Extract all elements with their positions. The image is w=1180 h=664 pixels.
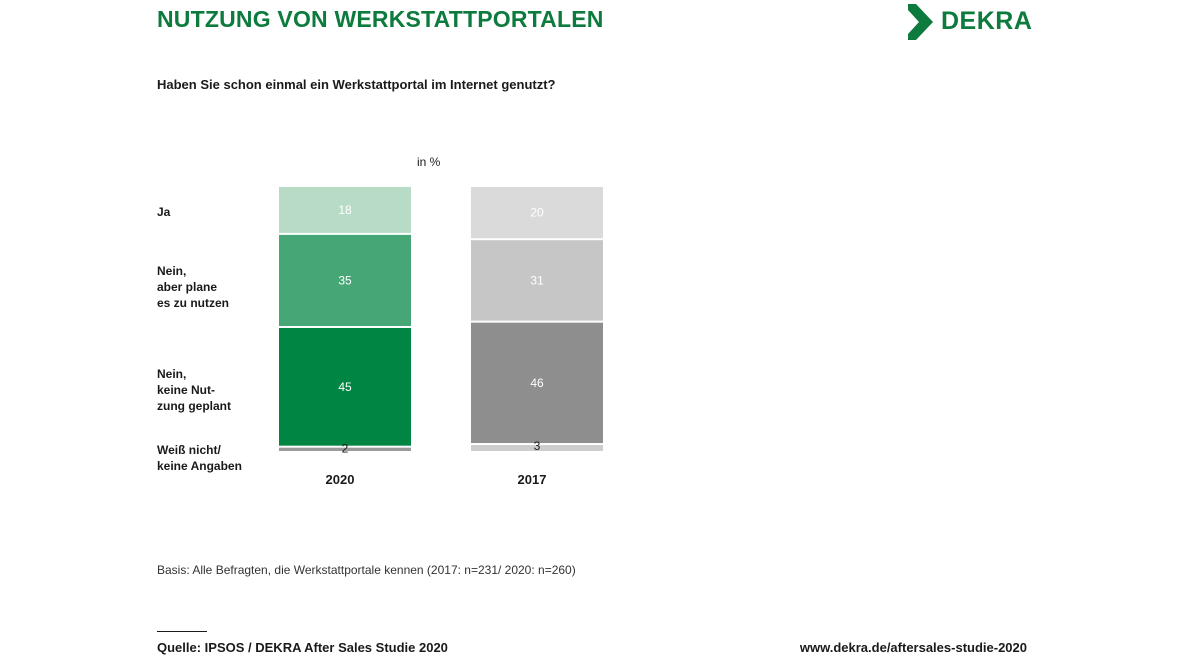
source-divider bbox=[157, 631, 207, 632]
basis-note: Basis: Alle Befragten, die Werkstattport… bbox=[157, 563, 576, 577]
dekra-logo: DEKRA bbox=[905, 4, 1035, 40]
year-label-2020: 2020 bbox=[326, 472, 355, 487]
bar-segment-2017-3 bbox=[471, 322, 603, 444]
bar-value-label-2020-1: 18 bbox=[338, 203, 352, 217]
bar-value-label-2017-2: 31 bbox=[530, 273, 544, 287]
bar-value-label-2020-2: 35 bbox=[338, 273, 352, 287]
bar-segment-2020-1 bbox=[279, 187, 411, 233]
year-label-2017: 2017 bbox=[518, 472, 547, 487]
bar-value-label-2017-4: 3 bbox=[534, 439, 541, 453]
unit-label: in % bbox=[417, 155, 441, 169]
row-label-nein-plane: Nein, aber plane es zu nutzen bbox=[157, 264, 230, 310]
dekra-logo-mark-icon bbox=[908, 4, 933, 40]
bar-value-label-2020-4: 2 bbox=[342, 442, 349, 456]
page-title: NUTZUNG VON WERKSTATTPORTALEN bbox=[157, 6, 604, 32]
bar-segment-2020-3 bbox=[279, 327, 411, 446]
logo-text: DEKRA bbox=[941, 7, 1033, 35]
row-label-weiss-nicht: Weiß nicht/ keine Angaben bbox=[157, 443, 242, 473]
source-text: Quelle: IPSOS / DEKRA After Sales Studie… bbox=[157, 640, 448, 655]
website-link[interactable]: www.dekra.de/aftersales-studie-2020 bbox=[799, 640, 1027, 655]
survey-question: Haben Sie schon einmal ein Werkstattport… bbox=[157, 77, 556, 92]
bar-value-label-2017-1: 20 bbox=[530, 206, 544, 220]
row-label-nein-keine-nutzung: Nein, keine Nut- zung geplant bbox=[157, 367, 231, 413]
bar-value-label-2020-3: 45 bbox=[338, 380, 352, 394]
bar-segment-2017-1 bbox=[471, 187, 603, 239]
bar-segment-2017-4 bbox=[471, 445, 603, 451]
bar-segment-2020-4 bbox=[279, 447, 411, 451]
bar-segment-2017-2 bbox=[471, 240, 603, 321]
bar-value-label-2017-3: 46 bbox=[530, 376, 544, 390]
bar-segment-2020-2 bbox=[279, 234, 411, 326]
row-label-ja: Ja bbox=[157, 205, 171, 219]
